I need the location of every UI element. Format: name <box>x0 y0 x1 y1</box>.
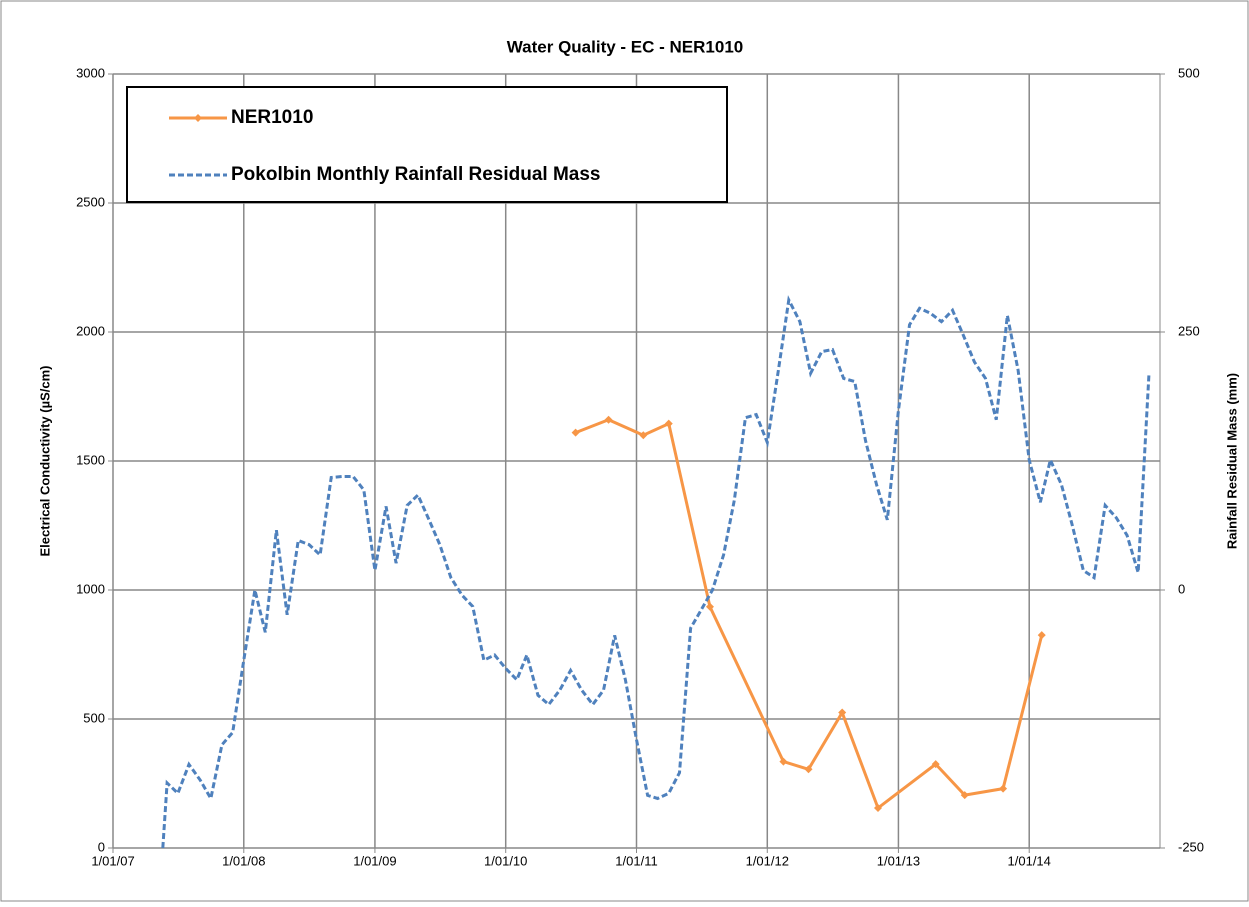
x-tick-label: 1/01/12 <box>746 853 789 868</box>
y-tick-label: 3000 <box>76 65 105 80</box>
x-tick-label: 1/01/07 <box>91 853 134 868</box>
point <box>960 791 969 800</box>
x-tick-label: 1/01/13 <box>877 853 920 868</box>
y-tick-label: 500 <box>83 710 105 725</box>
y-tick-label: 1000 <box>76 581 105 596</box>
point <box>604 415 613 424</box>
point <box>874 804 883 813</box>
y2-tick-label: -250 <box>1178 839 1204 854</box>
point <box>664 419 673 428</box>
point <box>639 431 648 440</box>
legend-marker <box>194 114 202 122</box>
x-tick-label: 1/01/10 <box>484 853 527 868</box>
y2-tick-label: 0 <box>1178 581 1185 596</box>
point <box>804 765 813 774</box>
y-tick-label: 0 <box>98 839 105 854</box>
point <box>571 428 580 437</box>
y-tick-label: 2500 <box>76 194 105 209</box>
point <box>1037 631 1046 640</box>
point <box>931 760 940 769</box>
chart-title: Water Quality - EC - NER1010 <box>507 37 744 56</box>
y2-axis-label: Rainfall Residual Mass (mm) <box>1224 373 1239 549</box>
point <box>999 784 1008 793</box>
x-tick-label: 1/01/09 <box>353 853 396 868</box>
y-tick-label: 2000 <box>76 323 105 338</box>
point <box>779 757 788 766</box>
y-axis-label: Electrical Conductivity (µS/cm) <box>37 366 52 557</box>
legend-label: Pokolbin Monthly Rainfall Residual Mass <box>231 164 601 185</box>
legend-label: NER1010 <box>231 107 313 128</box>
y2-tick-label: 500 <box>1178 65 1200 80</box>
y-tick-label: 1500 <box>76 452 105 467</box>
y2-tick-label: 250 <box>1178 323 1200 338</box>
x-tick-label: 1/01/11 <box>615 853 657 868</box>
legend-box <box>126 86 728 203</box>
point <box>705 602 714 611</box>
series-line <box>161 295 1151 849</box>
x-tick-label: 1/01/08 <box>222 853 265 868</box>
point <box>838 708 847 717</box>
x-tick-label: 1/01/14 <box>1008 853 1051 868</box>
